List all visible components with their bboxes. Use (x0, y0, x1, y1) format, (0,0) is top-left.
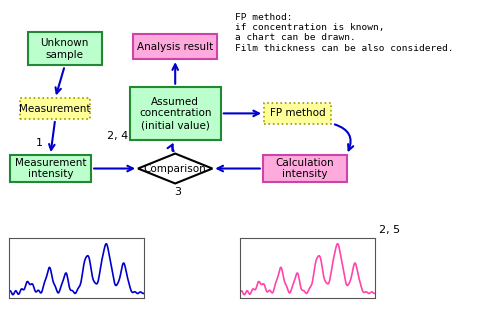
FancyBboxPatch shape (28, 32, 102, 66)
Text: 3: 3 (174, 187, 181, 197)
Text: FP method:
if concentration is known,
a chart can be drawn.
Film thickness can b: FP method: if concentration is known, a … (235, 13, 454, 53)
Polygon shape (138, 153, 212, 183)
Text: 1: 1 (36, 139, 43, 148)
FancyBboxPatch shape (264, 103, 331, 123)
Text: Analysis result: Analysis result (137, 42, 213, 52)
Text: 2, 5: 2, 5 (379, 225, 400, 235)
Text: Assumed
concentration
(initial value): Assumed concentration (initial value) (139, 97, 212, 130)
FancyBboxPatch shape (10, 155, 91, 182)
FancyBboxPatch shape (21, 98, 90, 119)
Text: Measurement
intensity: Measurement intensity (15, 158, 86, 179)
FancyBboxPatch shape (263, 155, 347, 182)
Text: Calculation
intensity: Calculation intensity (276, 158, 334, 179)
FancyBboxPatch shape (133, 34, 217, 59)
Text: FP method: FP method (270, 108, 325, 118)
Text: Comparison: Comparison (144, 163, 206, 174)
FancyBboxPatch shape (130, 87, 221, 140)
Text: 2, 4: 2, 4 (108, 131, 129, 140)
Text: Unknown
sample: Unknown sample (41, 38, 89, 60)
Text: Measurement: Measurement (20, 104, 91, 114)
